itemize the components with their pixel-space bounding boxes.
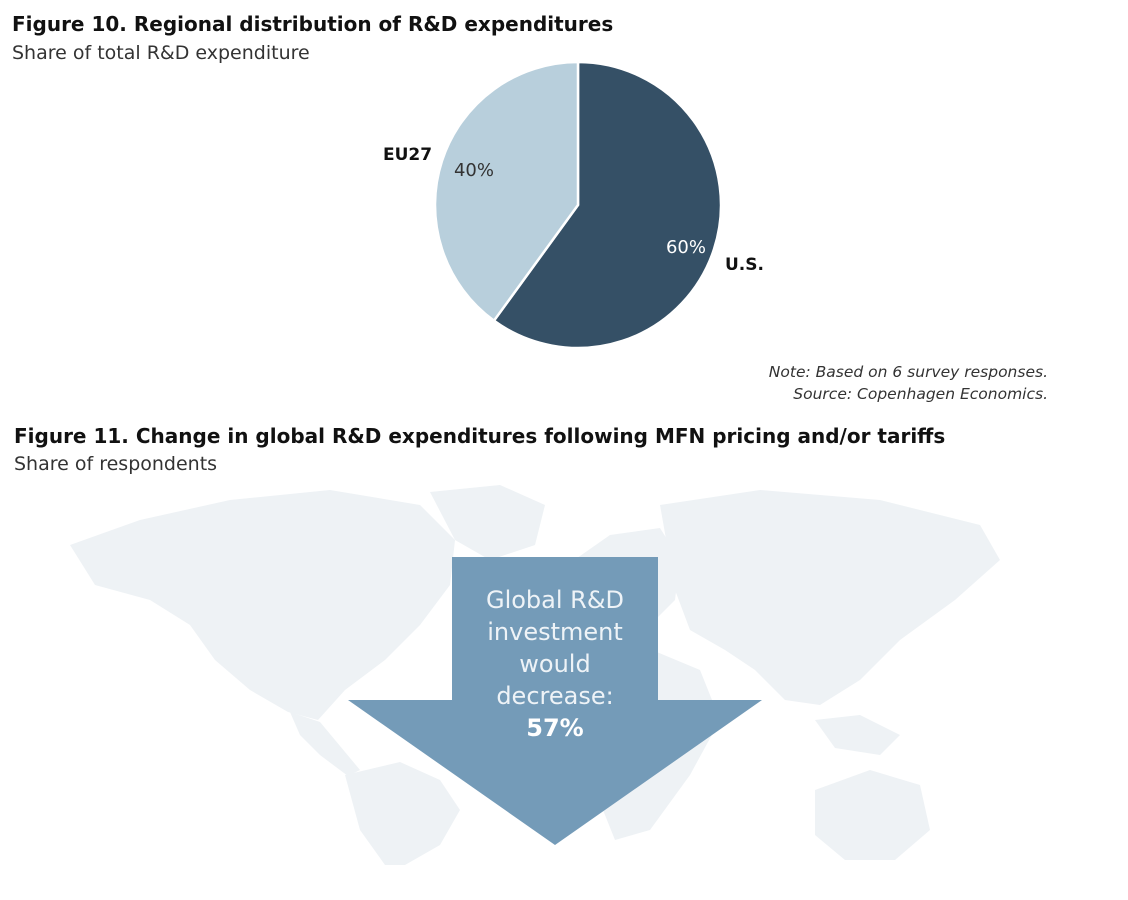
pie-slice-eu27 [433,60,580,323]
figure-10-source: Source: Copenhagen Economics. [793,385,1048,403]
pie-value-label-eu27: 40% [454,160,494,181]
pie-category-label-us: U.S. [725,255,764,275]
arrow-text: Global R&D investment would decrease: 57… [452,584,658,744]
decrease-arrow [348,557,762,845]
figure-10-note: Note: Based on 6 survey responses. [768,363,1048,381]
arrow-text-line-2: investment [487,618,623,646]
figure-11-subtitle: Share of respondents [14,453,218,475]
pie-value-label-us: 60% [666,237,706,258]
arrow-text-line-4: decrease: [496,682,614,710]
figure-11-title: Figure 11. Change in global R&D expendit… [14,424,946,448]
arrow-text-line-3: would [519,650,591,678]
pie-chart: 60% 40% U.S. EU27 [383,60,764,350]
arrow-text-line-1: Global R&D [485,586,625,614]
arrow-value: 57% [526,714,584,742]
figure-10-title: Figure 10. Regional distribution of R&D … [12,12,614,36]
world-map-silhouette [70,485,1000,865]
pie-slice-us [492,60,723,350]
figure-10-subtitle: Share of total R&D expenditure [12,42,310,64]
pie-category-label-eu27: EU27 [383,145,432,165]
